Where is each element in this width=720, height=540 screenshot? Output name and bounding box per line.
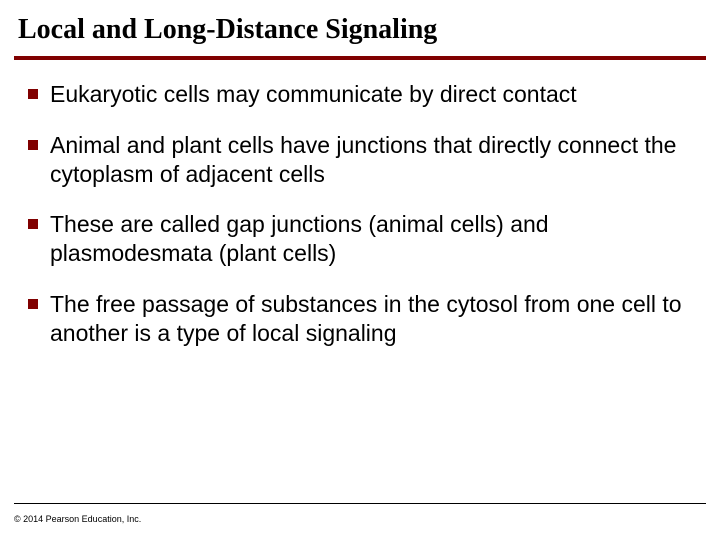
copyright-text: © 2014 Pearson Education, Inc. bbox=[14, 514, 141, 524]
bullet-text: Eukaryotic cells may communicate by dire… bbox=[50, 80, 577, 109]
list-item: The free passage of substances in the cy… bbox=[28, 290, 692, 348]
bullet-square-icon bbox=[28, 219, 38, 229]
slide-title: Local and Long-Distance Signaling bbox=[0, 0, 720, 56]
footer-rule bbox=[14, 503, 706, 504]
bullet-square-icon bbox=[28, 299, 38, 309]
bullet-list: Eukaryotic cells may communicate by dire… bbox=[0, 60, 720, 347]
bullet-square-icon bbox=[28, 89, 38, 99]
bullet-square-icon bbox=[28, 140, 38, 150]
list-item: Eukaryotic cells may communicate by dire… bbox=[28, 80, 692, 109]
bullet-text: Animal and plant cells have junctions th… bbox=[50, 131, 692, 189]
bullet-text: These are called gap junctions (animal c… bbox=[50, 210, 692, 268]
list-item: Animal and plant cells have junctions th… bbox=[28, 131, 692, 189]
list-item: These are called gap junctions (animal c… bbox=[28, 210, 692, 268]
bullet-text: The free passage of substances in the cy… bbox=[50, 290, 692, 348]
